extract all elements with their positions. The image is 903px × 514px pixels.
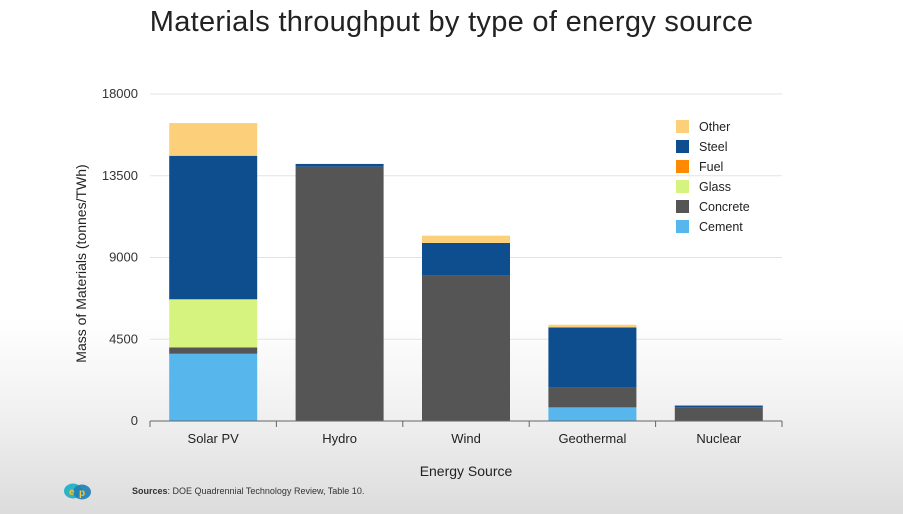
bar-hydro-concrete xyxy=(295,166,384,421)
legend: Other Steel Fuel Glass Concrete Cement xyxy=(676,120,750,234)
bar-geothermal-concrete xyxy=(548,387,637,408)
legend-label-cement: Cement xyxy=(699,220,743,234)
bar-solar-pv-cement xyxy=(169,353,258,421)
y-tick-13500: 13500 xyxy=(102,168,138,183)
sources-label: Sources xyxy=(132,486,168,496)
x-tick-nuclear: Nuclear xyxy=(696,431,741,446)
bars xyxy=(169,123,763,421)
bar-solar-pv-concrete xyxy=(169,347,258,354)
y-tick-4500: 4500 xyxy=(109,331,138,346)
x-tick-labels: Solar PV Hydro Wind Geothermal Nuclear xyxy=(188,431,742,446)
bar-solar-pv-steel xyxy=(169,155,258,300)
bar-wind-other xyxy=(422,235,510,243)
y-tick-9000: 9000 xyxy=(109,250,138,265)
legend-label-other: Other xyxy=(699,120,730,134)
bar-geothermal-steel xyxy=(548,327,637,388)
axes xyxy=(149,420,783,427)
legend-label-glass: Glass xyxy=(699,180,731,194)
y-tick-0: 0 xyxy=(131,413,138,428)
y-tick-18000: 18000 xyxy=(102,86,138,101)
logo-icon: e p xyxy=(64,483,91,500)
source-citation: Sources: DOE Quadrennial Technology Revi… xyxy=(132,486,364,496)
legend-label-steel: Steel xyxy=(699,140,728,154)
svg-text:e: e xyxy=(69,487,75,498)
y-tick-labels: 0 4500 9000 13500 18000 xyxy=(102,86,138,428)
svg-text:p: p xyxy=(79,488,85,499)
x-tick-hydro: Hydro xyxy=(322,431,357,446)
legend-label-concrete: Concrete xyxy=(699,200,750,214)
bar-solar-pv-glass xyxy=(169,299,258,348)
bar-nuclear-steel xyxy=(674,405,763,408)
legend-swatch-concrete xyxy=(676,200,689,213)
legend-label-fuel: Fuel xyxy=(699,160,723,174)
legend-swatch-cement xyxy=(676,220,689,233)
legend-swatch-fuel xyxy=(676,160,689,173)
y-axis-title: Mass of Materials (tonnes/TWh) xyxy=(73,164,89,362)
bar-wind-concrete xyxy=(422,275,510,421)
bar-geothermal-cement xyxy=(548,407,637,421)
x-axis-title: Energy Source xyxy=(420,463,513,479)
x-tick-wind: Wind xyxy=(451,431,481,446)
legend-swatch-glass xyxy=(676,180,689,193)
bar-nuclear-concrete xyxy=(674,407,763,421)
x-tick-solar-pv: Solar PV xyxy=(188,431,240,446)
legend-swatch-other xyxy=(676,120,689,133)
legend-swatch-steel xyxy=(676,140,689,153)
chart-title: Materials throughput by type of energy s… xyxy=(149,6,754,38)
bar-solar-pv-other xyxy=(169,123,258,156)
bar-wind-steel xyxy=(422,242,510,276)
x-tick-geothermal: Geothermal xyxy=(558,431,626,446)
sources-text: : DOE Quadrennial Technology Review, Tab… xyxy=(167,486,365,496)
bar-geothermal-other xyxy=(548,324,637,328)
bar-hydro-steel xyxy=(295,163,384,167)
